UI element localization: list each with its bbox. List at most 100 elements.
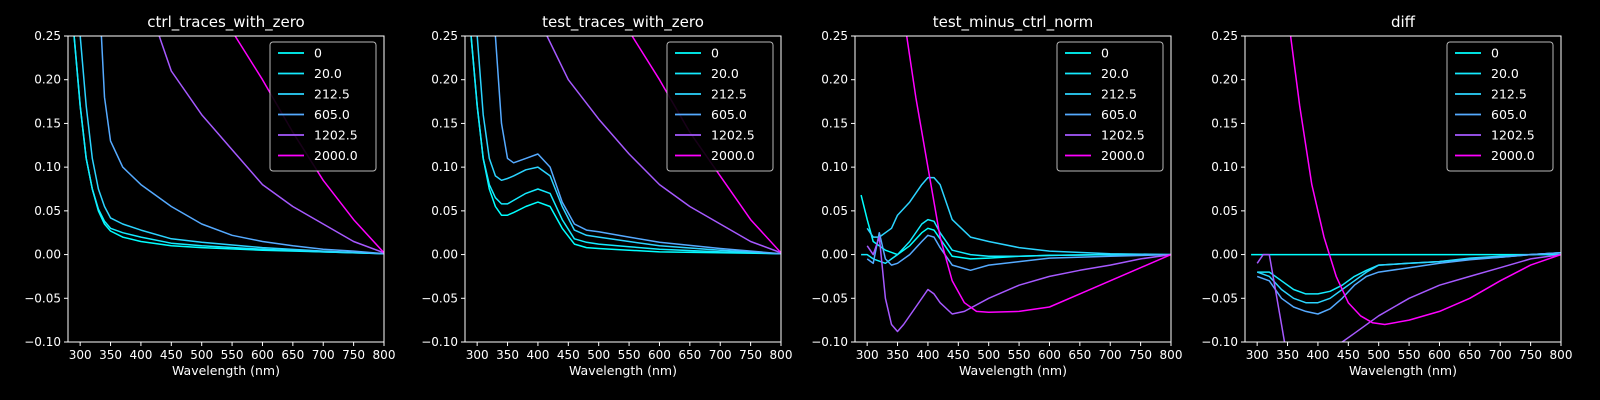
x-tick-label: 400 [129,348,152,362]
x-tick-label: 350 [99,348,122,362]
legend-entry: 20.0 [314,66,342,81]
chart-title: ctrl_traces_with_zero [147,13,304,32]
legend-entry: 2000.0 [314,148,358,163]
series-line-3 [100,36,384,255]
series-line-1 [73,36,384,255]
series-line-0 [470,36,781,255]
chart-title: diff [1391,13,1416,31]
y-tick-label: −0.10 [24,335,61,349]
legend: 0 20.0 212.5 605.0 1202.5 2000.0 [269,41,377,172]
y-tick-label: −0.05 [24,291,61,305]
y-tick-label: 0.10 [821,160,848,174]
y-tick-label: 0.00 [34,248,61,262]
x-tick-label: 300 [1246,348,1269,362]
x-tick-label: 700 [312,348,335,362]
panel-2: 300 350 400 450 500 550 600 650 700 750 800 −0.10 −0… [811,13,1182,378]
x-axis-label: Wavelength (nm) [172,363,280,378]
legend-entry: 20.0 [1101,66,1129,81]
legend-entry: 1202.5 [1491,128,1535,143]
legend-entry: 0 [1491,46,1499,61]
series-line-3 [1256,252,1561,315]
legend: 0 20.0 212.5 605.0 1202.5 2000.0 [1056,41,1164,172]
series-line-4 [1256,253,1561,342]
y-tick-label: 0.10 [431,160,458,174]
legend: 0 20.0 212.5 605.0 1202.5 2000.0 [1446,41,1554,172]
x-tick-label: 300 [69,348,92,362]
x-tick-label: 800 [1160,348,1183,362]
x-tick-label: 350 [496,348,519,362]
series-line-1 [470,36,781,255]
x-tick-label: 600 [1428,348,1451,362]
series-line-2 [1256,252,1561,304]
x-tick-label: 400 [526,348,549,362]
series-line-4 [546,36,781,254]
legend-entry: 2000.0 [1101,148,1145,163]
legend: 0 20.0 212.5 605.0 1202.5 2000.0 [666,41,774,172]
x-tick-label: 800 [770,348,793,362]
x-tick-label: 450 [160,348,183,362]
x-tick-label: 550 [1398,348,1421,362]
chart-title: test_traces_with_zero [542,13,704,32]
legend-entry: 0 [1101,46,1109,61]
x-tick-label: 500 [190,348,213,362]
y-tick-label: −0.10 [811,335,848,349]
legend-entry: 212.5 [711,87,747,102]
y-tick-label: 0.15 [1211,116,1238,130]
panel-3: 300 350 400 450 500 550 600 650 700 750 800 −0.10 −0… [1201,13,1572,378]
y-tick-label: 0.10 [34,160,61,174]
x-tick-label: 500 [1367,348,1390,362]
x-tick-label: 700 [1099,348,1122,362]
legend-entry: 605.0 [314,107,350,122]
series-line-2 [79,36,384,255]
x-tick-label: 800 [373,348,396,362]
series-line-2 [476,36,781,255]
legend-entry: 605.0 [1101,107,1137,122]
y-tick-label: −0.05 [421,291,458,305]
series-group [1251,36,1561,342]
series-line-3 [494,36,781,255]
series-line-5 [905,36,1171,314]
y-tick-label: 0.15 [431,116,458,130]
x-tick-label: 650 [678,348,701,362]
legend-entry: 20.0 [711,66,739,81]
series-line-2 [866,176,1171,256]
legend-entry: 1202.5 [711,128,755,143]
x-tick-label: 750 [1519,348,1542,362]
legend-entry: 2000.0 [1491,148,1535,163]
x-tick-label: 600 [648,348,671,362]
x-tick-label: 550 [618,348,641,362]
legend-entry: 605.0 [1491,107,1527,122]
y-tick-label: 0.25 [431,29,458,43]
y-tick-label: 0.10 [1211,160,1238,174]
x-axis-label: Wavelength (nm) [569,363,677,378]
x-tick-label: 350 [1276,348,1299,362]
x-tick-label: 550 [1008,348,1031,362]
y-tick-label: 0.05 [431,204,458,218]
panel-1: 300 350 400 450 500 550 600 650 700 750 800 −0.10 −0… [421,13,792,378]
x-tick-label: 650 [1068,348,1091,362]
y-tick-label: 0.25 [34,29,61,43]
legend-entry: 212.5 [1491,87,1527,102]
legend-entry: 605.0 [711,107,747,122]
x-tick-label: 450 [1337,348,1360,362]
series-line-4 [158,36,384,254]
x-tick-label: 600 [1038,348,1061,362]
legend-entry: 1202.5 [314,128,358,143]
x-tick-label: 450 [947,348,970,362]
plot-frame [464,35,782,343]
x-tick-label: 550 [221,348,244,362]
y-tick-label: 0.15 [34,116,61,130]
x-tick-label: 650 [1458,348,1481,362]
x-axis-label: Wavelength (nm) [959,363,1067,378]
x-tick-label: 400 [1306,348,1329,362]
legend-entry: 2000.0 [711,148,755,163]
x-tick-label: 750 [739,348,762,362]
y-tick-label: 0.20 [821,73,848,87]
y-tick-label: 0.00 [821,248,848,262]
x-tick-label: 750 [1129,348,1152,362]
y-tick-label: 0.00 [1211,248,1238,262]
plot-frame [67,35,385,343]
y-tick-label: 0.20 [1211,73,1238,87]
plot-frame [1244,35,1562,343]
